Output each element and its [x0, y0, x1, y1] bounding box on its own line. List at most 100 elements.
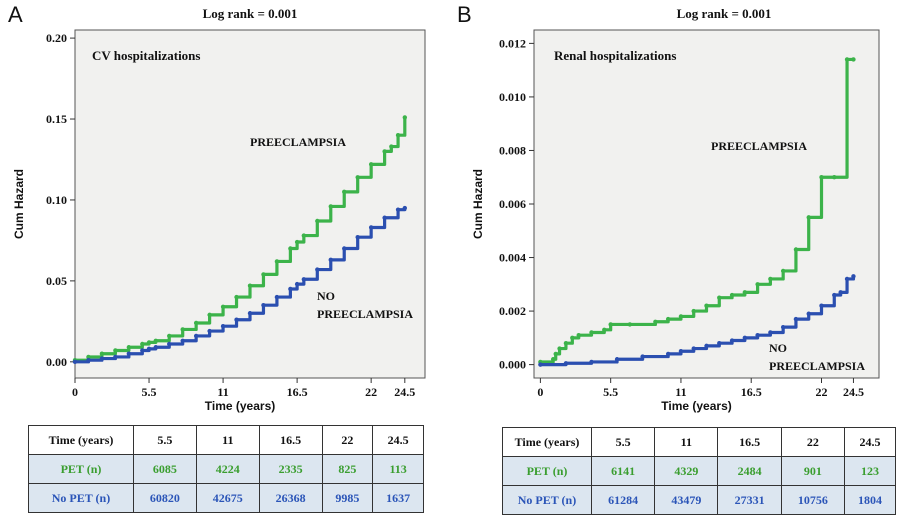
data-point-preeclampsia [755, 282, 760, 287]
data-point-preeclampsia [602, 327, 607, 333]
data-point-preeclampsia [261, 272, 266, 277]
data-point-preeclampsia [389, 144, 394, 149]
table-cell: 1804 [843, 485, 897, 515]
data-point-no-preeclampsia [288, 286, 293, 292]
table-cell: 901 [780, 456, 845, 486]
chart-title: Log rank = 0.001 [677, 6, 772, 21]
data-point-preeclampsia [234, 294, 239, 300]
data-point-no-preeclampsia [402, 205, 408, 211]
data-point-preeclampsia [294, 239, 300, 245]
risk-table: Time (years) 5.5 11 16.5 22 24.5 PET (n)… [502, 427, 897, 515]
data-point-preeclampsia [576, 332, 581, 338]
data-point-no-preeclampsia [742, 335, 748, 341]
data-point-no-preeclampsia [614, 357, 620, 362]
data-point-preeclampsia [704, 303, 709, 308]
data-point-preeclampsia [301, 233, 307, 238]
table-cell: 10756 [780, 485, 845, 515]
table-cell: 60820 [133, 483, 197, 513]
label-no: NO [769, 341, 787, 355]
x-axis-title: Time (years) [205, 399, 275, 413]
x-tick-label: 16.5 [287, 385, 308, 399]
data-point-no-preeclampsia [146, 346, 152, 352]
data-point-preeclampsia [665, 316, 671, 322]
panel-letter: B [457, 2, 472, 27]
table-cell: 123 [843, 456, 897, 486]
data-point-preeclampsia [153, 338, 158, 343]
label-no-preeclampsia: PREECLAMPSIA [317, 307, 413, 321]
data-point-preeclampsia [832, 175, 837, 180]
data-point-preeclampsia [328, 204, 333, 209]
data-point-preeclampsia [729, 292, 735, 298]
table-cell: 42675 [195, 483, 260, 513]
data-point-no-preeclampsia [793, 316, 799, 322]
table-cell: Time (years) [502, 427, 592, 457]
risk-row-time: Time (years) 5.5 11 16.5 22 24.5 [28, 425, 424, 455]
table-cell: 6085 [133, 454, 197, 484]
table-cell: 43479 [654, 485, 719, 515]
x-tick-label: 5.5 [142, 385, 157, 399]
table-cell: 61284 [590, 485, 656, 515]
table-cell: 22 [321, 425, 374, 455]
data-point-preeclampsia [274, 259, 280, 264]
risk-table: Time (years) 5.5 11 16.5 22 24.5 PET (n)… [28, 425, 424, 513]
data-point-preeclampsia [627, 322, 633, 327]
risk-row-pet: PET (n) 6141 4329 2484 901 123 [502, 456, 897, 486]
data-point-preeclampsia [819, 175, 824, 180]
y-axis-title: Cum Hazard [471, 169, 485, 239]
data-point-no-preeclampsia [99, 356, 105, 361]
data-point-no-preeclampsia [640, 354, 645, 359]
data-point-no-preeclampsia [538, 362, 543, 367]
y-tick-label: 0.000 [499, 358, 526, 372]
data-point-preeclampsia [146, 340, 152, 345]
data-point-preeclampsia [395, 133, 401, 138]
data-point-preeclampsia [550, 357, 556, 362]
data-point-preeclampsia [342, 189, 347, 195]
data-point-no-preeclampsia [589, 359, 594, 365]
data-point-preeclampsia [113, 348, 118, 353]
data-point-no-preeclampsia [717, 341, 722, 346]
data-point-preeclampsia [780, 268, 786, 274]
y-tick-label: 0.05 [46, 274, 67, 288]
table-cell: 2335 [258, 454, 323, 484]
data-point-no-preeclampsia [207, 328, 212, 334]
data-point-no-preeclampsia [247, 311, 253, 316]
table-cell: No PET (n) [502, 485, 592, 515]
data-point-preeclampsia [563, 341, 569, 346]
y-tick-label: 0.004 [499, 251, 526, 265]
data-point-no-preeclampsia [301, 277, 307, 282]
data-point-preeclampsia [793, 247, 799, 252]
x-tick-label: 5.5 [603, 385, 618, 399]
data-point-preeclampsia [355, 175, 360, 180]
data-point-no-preeclampsia [193, 333, 199, 339]
data-point-no-preeclampsia [153, 345, 158, 350]
table-cell: PET (n) [28, 454, 134, 484]
table-cell: 24.5 [372, 425, 424, 455]
risk-row-nopet: No PET (n) 61284 43479 27331 10756 1804 [502, 485, 897, 515]
data-point-no-preeclampsia [678, 349, 684, 354]
table-cell: 113 [372, 454, 424, 484]
data-point-preeclampsia [570, 335, 575, 341]
data-point-preeclampsia [126, 345, 132, 350]
x-tick-label: 0 [537, 385, 543, 399]
table-cell: 4224 [195, 454, 260, 484]
data-point-preeclampsia [99, 351, 105, 356]
table-cell: 22 [780, 427, 845, 457]
data-point-no-preeclampsia [274, 294, 280, 300]
data-point-no-preeclampsia [691, 346, 696, 351]
data-point-no-preeclampsia [220, 324, 226, 329]
table-cell: 6141 [590, 456, 656, 486]
risk-row-pet: PET (n) 6085 4224 2335 825 113 [28, 454, 424, 484]
data-point-no-preeclampsia [838, 290, 843, 295]
label-preeclampsia: PREECLAMPSIA [250, 135, 346, 149]
table-cell: 16.5 [717, 427, 782, 457]
cv-hazard-chart: Log rank = 0.001 CV hospitalizations 0.00 0… [12, 6, 426, 413]
data-point-preeclampsia [553, 351, 558, 357]
y-tick-label: 0.10 [46, 193, 67, 207]
data-point-preeclampsia [678, 314, 684, 319]
data-point-no-preeclampsia [832, 292, 837, 298]
chart-title: Log rank = 0.001 [203, 6, 298, 21]
data-point-no-preeclampsia [294, 281, 300, 287]
data-point-preeclampsia [608, 322, 613, 327]
plot-area [74, 29, 426, 379]
y-tick-label: 0.00 [46, 355, 67, 369]
